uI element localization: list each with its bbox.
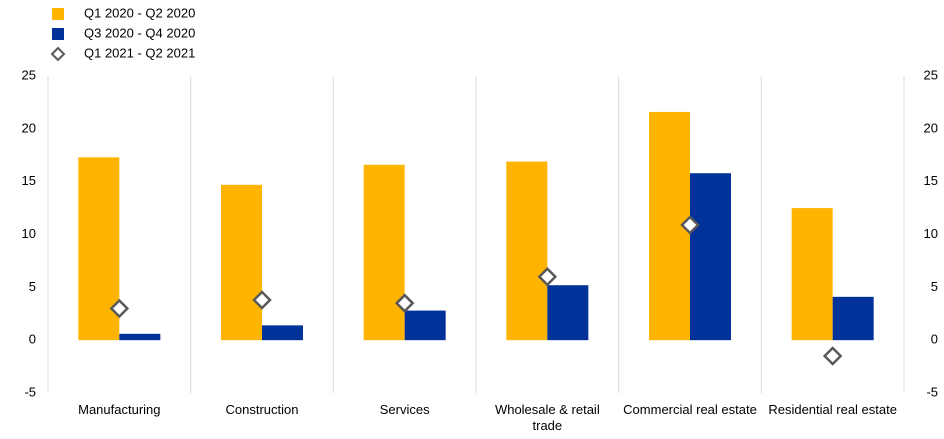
diamond-marker: [109, 298, 130, 319]
bar: [832, 296, 874, 341]
legend-swatch: [52, 28, 64, 40]
y2-tick-label: 0: [931, 332, 938, 347]
x-tick-label: Services: [379, 402, 430, 417]
legend-swatch: [50, 46, 66, 62]
legend-swatch: [52, 8, 64, 20]
diamond-marker: [394, 293, 415, 313]
bar: [506, 161, 548, 341]
legend-label: Q3 2020 - Q4 2020: [84, 25, 195, 40]
bar: [78, 157, 120, 341]
y-tick-label: 10: [22, 226, 36, 241]
x-tick-label: Manufacturing: [78, 402, 161, 417]
bar: [221, 184, 262, 341]
y-tick-label: 20: [22, 120, 36, 135]
y-tick-label: 15: [22, 173, 36, 188]
x-tick-label: Construction: [225, 402, 299, 417]
bar: [547, 285, 589, 341]
legend-label: Q1 2021 - Q2 2021: [84, 45, 195, 60]
x-tick-label: Residential real estate: [768, 402, 897, 417]
diamond-marker: [680, 215, 700, 235]
diamond-marker: [252, 290, 272, 310]
y-tick-label: 0: [29, 332, 36, 347]
y-tick-label: 25: [22, 67, 36, 82]
bar: [791, 208, 833, 341]
bar: [119, 333, 161, 341]
bar: [363, 164, 405, 341]
bar: [404, 310, 446, 341]
y2-tick-label: 15: [924, 173, 938, 188]
y2-tick-label: 5: [931, 279, 938, 294]
y2-tick-label: -5: [926, 384, 938, 399]
legend-label: Q1 2020 - Q2 2020: [84, 5, 195, 20]
bar: [262, 325, 303, 341]
x-tick-label: Commercial real estate: [623, 402, 757, 417]
x-tick-label: Wholesale & retail trade: [494, 402, 600, 433]
y2-tick-label: 10: [924, 226, 938, 241]
bar: [690, 173, 731, 341]
diamond-marker: [822, 346, 843, 366]
diamond-marker: [537, 266, 558, 287]
y-tick-label: -5: [24, 384, 36, 399]
y2-tick-label: 20: [924, 120, 938, 135]
y-tick-label: 5: [29, 279, 36, 294]
y2-tick-label: 25: [924, 67, 938, 82]
